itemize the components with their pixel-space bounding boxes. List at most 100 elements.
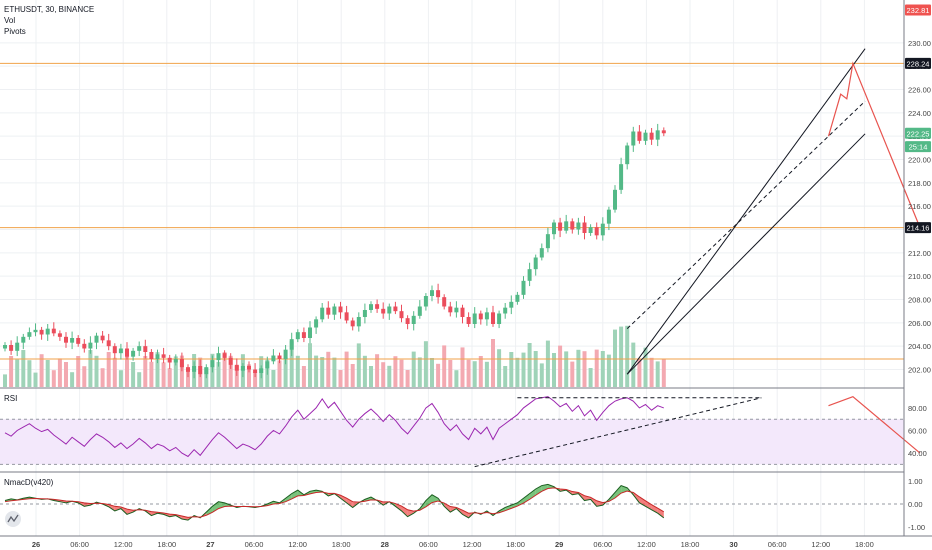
candle bbox=[375, 299, 380, 313]
candle bbox=[149, 349, 154, 362]
rsi-band bbox=[0, 419, 904, 465]
price-tag-box bbox=[905, 222, 931, 234]
candle-body bbox=[76, 338, 81, 344]
candle bbox=[576, 217, 581, 235]
volume-bar bbox=[472, 361, 477, 387]
projection-path bbox=[827, 61, 921, 228]
candle-body bbox=[259, 368, 264, 373]
candle-body bbox=[533, 257, 538, 270]
volume-bar bbox=[332, 357, 337, 387]
macd-pane-title[interactable]: NmacD(v420) bbox=[4, 478, 54, 487]
price-tag-box bbox=[905, 57, 931, 69]
candle bbox=[76, 335, 81, 347]
volume-bar bbox=[82, 366, 87, 387]
volume-bar bbox=[588, 368, 593, 387]
candle-body bbox=[161, 354, 166, 358]
candle-body bbox=[82, 343, 87, 349]
volume-bar bbox=[3, 374, 7, 387]
pivots-indicator-label[interactable]: Pivots bbox=[4, 27, 26, 36]
price-tick-label: 204.00 bbox=[908, 342, 931, 351]
candle-body bbox=[643, 132, 648, 141]
candle bbox=[338, 301, 343, 319]
volume-bar bbox=[655, 361, 660, 387]
volume-bar bbox=[387, 365, 392, 387]
candle bbox=[362, 303, 367, 324]
volume-bar bbox=[222, 352, 227, 387]
candle-body bbox=[625, 145, 630, 165]
rsi-pane-title[interactable]: RSI bbox=[4, 394, 17, 403]
time-tick-label: 06:00 bbox=[245, 540, 264, 549]
volume-bar bbox=[45, 360, 50, 387]
candle bbox=[570, 218, 575, 234]
trend-channel[interactable] bbox=[626, 48, 866, 375]
macd-fill bbox=[340, 495, 347, 503]
price-tag-level: 228.24 bbox=[905, 57, 931, 69]
macd-fill bbox=[535, 485, 542, 496]
candle-body bbox=[423, 296, 428, 307]
candle bbox=[588, 224, 593, 236]
candle bbox=[283, 345, 288, 365]
macd-fill bbox=[657, 508, 664, 518]
volume-bar bbox=[582, 351, 587, 387]
candle bbox=[423, 293, 428, 311]
volume-bars bbox=[3, 325, 666, 387]
candle-body bbox=[100, 335, 105, 341]
price-projection[interactable] bbox=[827, 61, 921, 228]
volume-bar bbox=[350, 364, 355, 387]
volume-indicator-label[interactable]: Vol bbox=[4, 16, 15, 25]
candle bbox=[527, 262, 532, 287]
candle bbox=[192, 361, 197, 379]
volume-bar bbox=[545, 340, 550, 387]
price-tick-label: 220.00 bbox=[908, 156, 931, 165]
macd-fill bbox=[346, 498, 353, 508]
candle bbox=[137, 341, 142, 357]
candle-body bbox=[515, 294, 520, 302]
candle bbox=[259, 365, 264, 379]
macd-fill bbox=[541, 484, 548, 492]
candle-body bbox=[539, 248, 544, 258]
volume-bar bbox=[161, 362, 166, 387]
candle bbox=[625, 142, 630, 170]
candle bbox=[210, 355, 215, 373]
candle-body bbox=[356, 317, 361, 327]
candles bbox=[3, 123, 666, 379]
time-tick-label: 18:00 bbox=[332, 540, 351, 549]
candle bbox=[167, 354, 172, 369]
symbol-title[interactable]: ETHUSDT, 30, BINANCE bbox=[4, 5, 94, 14]
volume-bar bbox=[381, 362, 386, 387]
macd-fill bbox=[511, 502, 518, 509]
candle-body bbox=[521, 280, 526, 295]
time-tick-label: 12:00 bbox=[637, 540, 656, 549]
macd-pane bbox=[0, 483, 904, 521]
candle-body bbox=[436, 290, 441, 298]
volume-bar bbox=[625, 325, 630, 387]
candle bbox=[411, 311, 416, 331]
candle bbox=[88, 336, 93, 354]
volume-bar bbox=[173, 356, 178, 387]
tradingview-logo-icon[interactable] bbox=[5, 511, 21, 527]
candle bbox=[161, 347, 166, 364]
candle-body bbox=[484, 312, 489, 320]
candle-body bbox=[15, 342, 20, 351]
candle bbox=[173, 354, 178, 366]
price-tags: 232.81 228.24 222.25 25:14 214.16 bbox=[905, 4, 931, 234]
candle bbox=[491, 305, 495, 327]
volume-bar bbox=[70, 372, 75, 387]
volume-bar bbox=[100, 368, 105, 387]
candle-body bbox=[112, 346, 117, 354]
volume-bar bbox=[64, 362, 68, 387]
candle-body bbox=[222, 353, 227, 358]
volume-bar bbox=[606, 354, 611, 387]
candle-body bbox=[265, 361, 270, 369]
candle bbox=[216, 346, 221, 367]
rsi-trendline bbox=[474, 397, 762, 468]
rsi-line bbox=[4, 396, 664, 458]
candle bbox=[179, 352, 184, 372]
candle bbox=[344, 305, 349, 324]
candle-body bbox=[332, 306, 337, 315]
macd-signal-line bbox=[4, 487, 665, 518]
candle-body bbox=[118, 348, 123, 354]
candle-body bbox=[661, 130, 666, 134]
volume-bar bbox=[112, 357, 117, 387]
